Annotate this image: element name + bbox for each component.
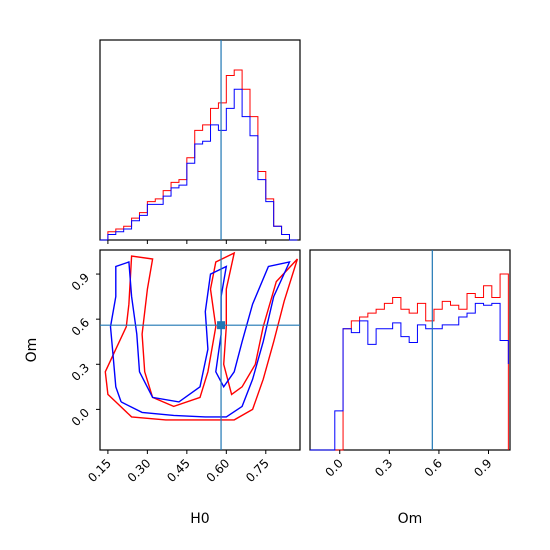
om-hist-series-1 (310, 302, 509, 451)
om-axis-label-bottom: Om (398, 511, 423, 527)
om-tick-label: 0.3 (372, 456, 395, 479)
om-ytick-label: 0.6 (69, 315, 92, 338)
om-tick-label: 0.6 (422, 456, 445, 479)
h0-tick-label: 0.45 (164, 456, 193, 485)
h0-marginal-panel (99, 39, 301, 244)
contour-truth-marker (217, 321, 226, 330)
om-ytick-label: 0.9 (69, 270, 92, 293)
om-ytick-label: 0.0 (69, 406, 92, 429)
om-ytick-label: 0.3 (69, 361, 92, 384)
h0-om-contour-panel: 0.15 0.30 0.45 0.60 0.75 0.0 0.3 0.6 0.9 (69, 249, 301, 485)
om-tick-label: 0.0 (322, 456, 345, 479)
h0-tick-label: 0.15 (85, 456, 114, 485)
h0-hist-series-1 (100, 88, 298, 241)
h0-marginal-frame (99, 39, 301, 241)
h0-tick-label: 0.60 (204, 456, 233, 485)
om-hist-series-0 (310, 273, 509, 451)
h0-hist-series-0 (100, 69, 298, 241)
om-marginal-panel: 0.0 0.3 0.6 0.9 (309, 249, 511, 480)
om-marginal-frame (309, 249, 511, 451)
h0-tick-label: 0.75 (243, 456, 272, 485)
contour-frame (99, 249, 301, 451)
om-tick-label: 0.9 (471, 456, 494, 479)
h0-tick-label: 0.30 (125, 456, 154, 485)
om-axis-label-left: Om (24, 338, 40, 363)
contour-series-1 (109, 261, 291, 418)
h0-axis-label: H0 (190, 511, 209, 527)
contour-series-0 (104, 251, 299, 421)
